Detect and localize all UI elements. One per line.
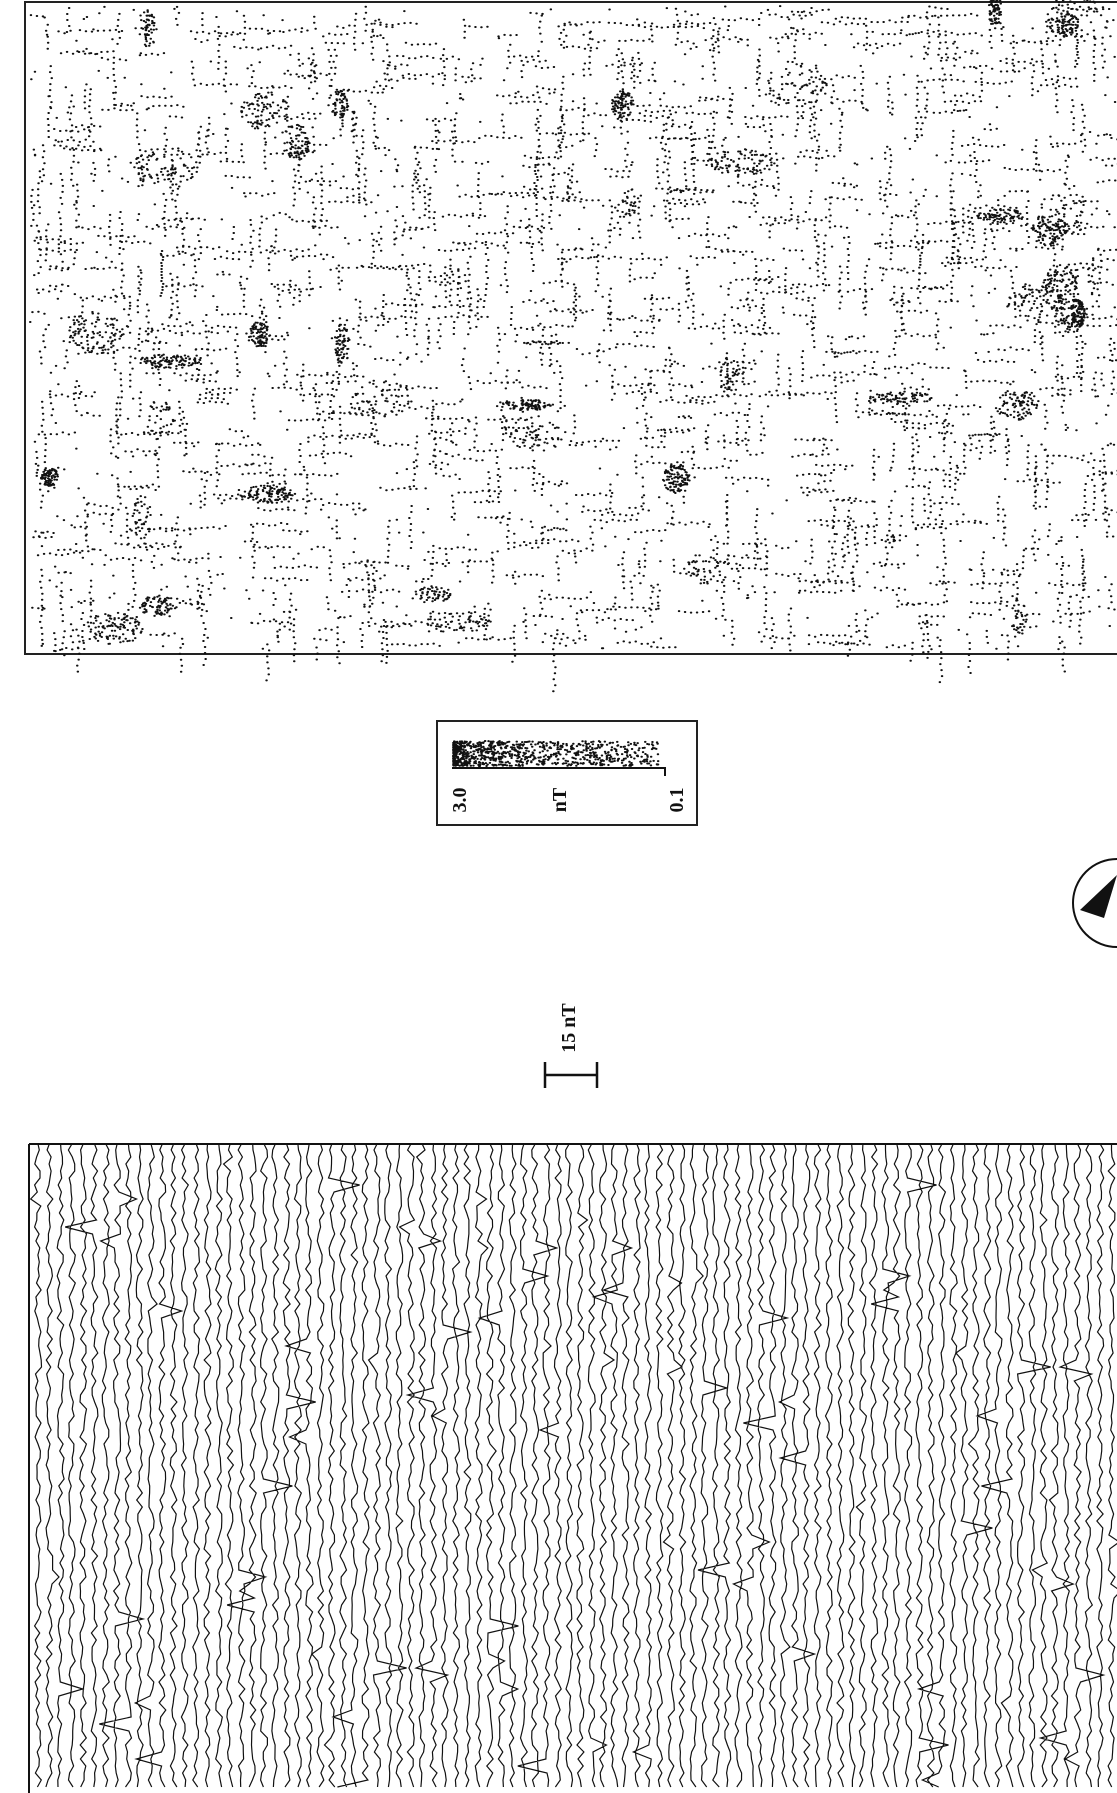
legend-frame — [436, 720, 698, 826]
compass-arrow — [1080, 875, 1117, 918]
scale-bar-line — [543, 1062, 599, 1088]
legend-max: 3.0 — [449, 788, 471, 813]
dot-density-map — [24, 0, 1117, 693]
legend-unit: nT — [549, 787, 571, 812]
north-arrow — [1072, 858, 1117, 948]
density-legend: 3.0 nT 0.1 — [436, 720, 698, 826]
legend-axis — [452, 767, 666, 776]
legend-gradient — [452, 740, 660, 767]
scale-bar-label: 15 nT — [558, 1003, 580, 1053]
trace-plot — [28, 1143, 1117, 1793]
map-dots — [29, 0, 1117, 693]
map-frame — [24, 1, 1117, 655]
scale-bar: 15 nT — [543, 1003, 599, 1088]
legend-min: 0.1 — [666, 788, 688, 813]
traces — [29, 1143, 1117, 1788]
